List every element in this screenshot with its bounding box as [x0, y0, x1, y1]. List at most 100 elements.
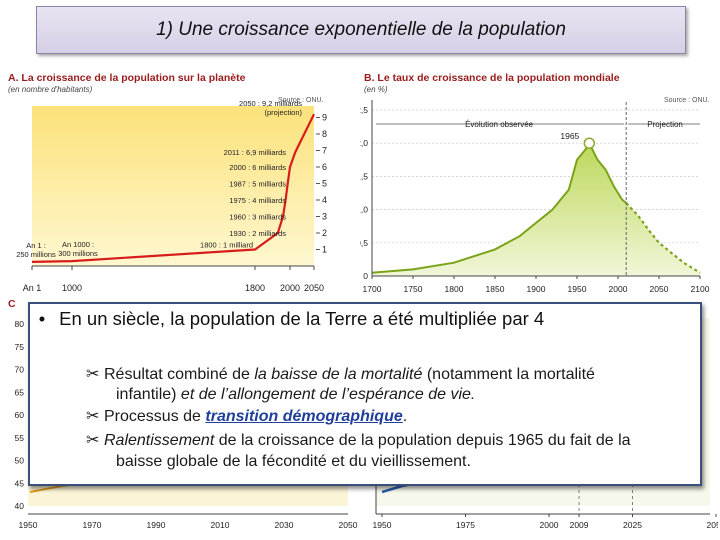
chart-b-x-tick-label: 1800 — [445, 284, 464, 294]
chart-a-x-tick-label: 1000 — [62, 283, 82, 293]
sub-point-mortality: ✂ Résultat combiné de la baisse de la mor… — [86, 364, 690, 385]
chart-c-y-tick-label: 55 — [15, 433, 25, 443]
chart-c-title: C — [8, 298, 16, 310]
scissors-icon: ✂ — [86, 408, 100, 425]
chart-a-y-tick-label: 6 — [322, 162, 327, 172]
chart-c-x-tick-label: 2030 — [275, 520, 294, 530]
chart-c-y-tick-label: 40 — [15, 501, 25, 511]
chart-b-projection-line — [625, 202, 701, 274]
chart-b-x-tick-label: 2050 — [650, 284, 669, 294]
sub-point-transition: ✂ Processus de transition démographique. — [86, 406, 690, 427]
chart-a-annotation: An 1 : — [26, 241, 46, 250]
chart-a-x-tick-label: 2050 — [304, 283, 324, 293]
chart-a-annotation: 1975 : 4 milliards — [229, 196, 286, 205]
chart-a-y-tick-label: 3 — [322, 212, 327, 222]
chart-b-x-tick-label: 1850 — [486, 284, 505, 294]
chart-b-observed-line — [371, 141, 627, 274]
chart-c-y-tick-label: 75 — [15, 342, 25, 352]
chart-d-x-tick-label: 2000 — [540, 520, 559, 530]
chart-c-y-tick-label: 45 — [15, 478, 25, 488]
chart-b-x-tick-label: 1950 — [568, 284, 587, 294]
chart-a-plot-background — [32, 106, 314, 266]
sub-text: infantile) — [116, 386, 181, 403]
chart-c-y-tick-label: 50 — [15, 456, 25, 466]
chart-d-x-tick-label: 2050 — [707, 520, 718, 530]
chart-d-x-tick-label: 2009 — [570, 520, 589, 530]
chart-b-title: B. Le taux de croissance de la populatio… — [364, 72, 620, 84]
sub-point-mortality-cont: infantile) et de l’allongement de l’espé… — [116, 384, 690, 405]
chart-d-x-tick-label: 1975 — [456, 520, 475, 530]
chart-b-panel: B. Le taux de croissance de la populatio… — [360, 68, 718, 300]
chart-c-y-tick-label: 80 — [15, 319, 25, 329]
chart-a-svg: An 1 1000 1800 2000 2050 1 2 3 4 5 6 7 8 9 An 1 :250 m… — [16, 99, 327, 293]
chart-c-x-tick-label: 1950 — [19, 520, 38, 530]
scissors-icon: ✂ — [86, 432, 100, 449]
chart-b-y-tick-label: 1,5 — [360, 171, 368, 181]
bullet-icon: • — [38, 308, 46, 329]
chart-b-y-tick-label: 1,0 — [360, 205, 368, 215]
chart-c-x-tick-label: 1990 — [147, 520, 166, 530]
sub-text: (notamment la mortalité — [422, 366, 595, 383]
sub-text-emphasis: Ralentissement — [104, 432, 215, 449]
chart-a-y-tick-label: 1 — [322, 245, 327, 255]
chart-a-source: Source : ONU. — [278, 97, 324, 104]
scissors-icon: ✂ — [86, 366, 100, 383]
sub-text: baisse globale de la fécondité et du vie… — [116, 453, 471, 470]
chart-d-x-tick-label: 1950 — [373, 520, 392, 530]
chart-b-x-tick-label: 1750 — [404, 284, 423, 294]
summary-text-box: • En un siècle, la population de la Terr… — [28, 302, 702, 486]
chart-a-y-tick-label: 5 — [322, 179, 327, 189]
chart-a-y-tick-label: 8 — [322, 129, 327, 139]
chart-a-y-tick-label: 2 — [322, 228, 327, 238]
chart-a-x-tick-label: 2000 — [280, 283, 300, 293]
chart-a-series-line — [31, 113, 315, 263]
chart-b-area-fill — [372, 143, 700, 276]
chart-b-projection-label: Projection — [647, 120, 683, 129]
sub-text: Processus de — [104, 408, 206, 425]
chart-a-title: A. La croissance de la population sur la… — [8, 72, 246, 84]
slide-title: 1) Une croissance exponentielle de la po… — [156, 19, 566, 40]
sub-text-emphasis: la baisse de la mortalité — [254, 366, 423, 383]
chart-a-annotation: 1930 : 2 milliards — [229, 229, 286, 238]
chart-b-y-tick-label: 2,5 — [360, 105, 368, 115]
slide-title-box: 1) Une croissance exponentielle de la po… — [36, 6, 686, 54]
chart-a-unit: (en nombre d'habitants) — [8, 85, 93, 94]
chart-a-annotation: 300 millions — [58, 249, 98, 258]
chart-b-x-tick-label: 2100 — [691, 284, 710, 294]
chart-c-y-tick-label: 60 — [15, 410, 25, 420]
chart-a-annotation: 1960 : 3 milliards — [229, 213, 286, 222]
chart-b-observed-label: Évolution observée — [465, 120, 534, 129]
chart-a-x-tick-label: An 1 — [23, 283, 42, 293]
chart-b-x-tick-label: 1700 — [363, 284, 382, 294]
chart-a-y-tick-label: 4 — [322, 195, 327, 205]
chart-a-annotation: 2000 : 6 milliards — [229, 163, 286, 172]
chart-b-source: Source : ONU. — [664, 97, 710, 104]
sub-text: . — [402, 408, 408, 425]
chart-a-annotation: (projection) — [264, 108, 302, 117]
chart-b-peak-label: 1965 — [560, 131, 579, 141]
chart-a-panel: A. La croissance de la population sur la… — [2, 68, 358, 300]
chart-c-y-tick-label: 70 — [15, 365, 25, 375]
chart-a-annotation: 1800 : 1 milliard — [200, 241, 253, 250]
chart-d-x-tick-label: 2025 — [623, 520, 642, 530]
chart-a-y-tick-label: 7 — [322, 146, 327, 156]
chart-b-peak-marker — [583, 137, 596, 149]
chart-a-annotation: 2011 : 6,9 milliards — [224, 148, 287, 157]
sub-text-emphasis: et de l’allongement de l’espérance de vi… — [180, 386, 476, 403]
chart-a-annotation: 1987 : 5 milliards — [229, 180, 286, 189]
chart-a-annotation: An 1000 : — [62, 240, 94, 249]
chart-b-y-tick-label: 0,5 — [360, 238, 368, 248]
summary-main-point: • En un siècle, la population de la Terr… — [30, 308, 544, 330]
sub-text: Résultat combiné de — [104, 366, 255, 383]
sub-text: de la croissance de la population depuis… — [214, 432, 631, 449]
chart-b-svg: 0 0,5 1,0 1,5 2,0 2,5 1700 1750 1800 1850 1900 1950… — [360, 100, 710, 294]
sub-point-slowdown: ✂ Ralentissement de la croissance de la p… — [86, 430, 690, 451]
chart-c-x-tick-label: 1970 — [83, 520, 102, 530]
chart-b-x-tick-label: 1900 — [527, 284, 546, 294]
chart-a-annotation: 2050 : 9,2 milliards — [239, 99, 302, 108]
chart-b-x-tick-label: 2000 — [609, 284, 628, 294]
chart-c-x-tick-label: 2010 — [211, 520, 230, 530]
chart-c-y-tick-label: 65 — [15, 387, 25, 397]
transition-link[interactable]: transition démographique — [205, 408, 403, 425]
chart-a-y-tick-label: 9 — [322, 113, 327, 123]
